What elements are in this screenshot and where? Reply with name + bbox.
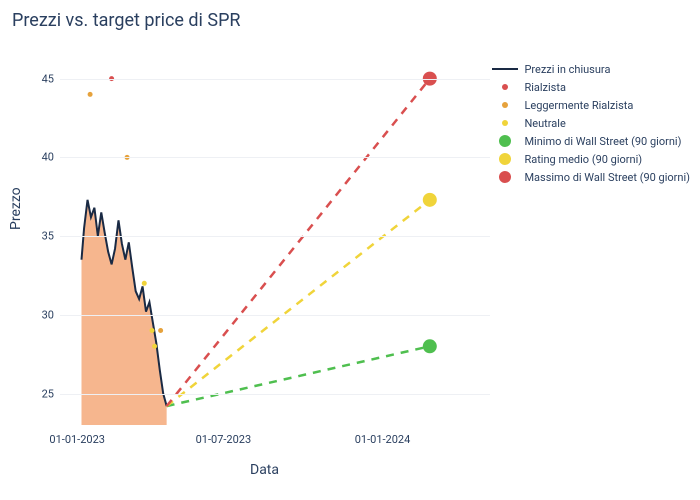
gridline xyxy=(60,157,490,158)
legend-item-max[interactable]: Massimo di Wall Street (90 giorni) xyxy=(492,168,690,186)
legend-item-slight-bull[interactable]: Leggermente Rialzista xyxy=(492,96,690,114)
x-tick-label: 01-01-2023 xyxy=(49,433,105,446)
legend-label: Prezzi in chiusura xyxy=(524,63,610,76)
legend-item-bull[interactable]: Rialzista xyxy=(492,78,690,96)
price-area-fill xyxy=(82,200,167,425)
legend-item-close[interactable]: Prezzi in chiusura xyxy=(492,60,690,78)
analyst-dot[interactable] xyxy=(150,328,155,333)
legend-label: Leggermente Rialzista xyxy=(524,99,633,112)
x-tick-label: 01-07-2023 xyxy=(196,433,252,446)
gridline xyxy=(60,79,490,80)
analyst-dot[interactable] xyxy=(152,344,157,349)
target-dot-min[interactable] xyxy=(423,339,437,353)
x-axis-label: Data xyxy=(250,462,279,478)
legend-item-avg[interactable]: Rating medio (90 giorni) xyxy=(492,150,690,168)
legend-swatch-dot xyxy=(492,171,518,183)
legend-label: Rialzista xyxy=(524,81,566,94)
y-axis-label: Prezzo xyxy=(8,187,24,230)
y-tick-label: 40 xyxy=(42,151,54,164)
legend-swatch-dot xyxy=(492,84,518,90)
legend-swatch-dot xyxy=(492,120,518,126)
legend-label: Minimo di Wall Street (90 giorni) xyxy=(524,135,681,148)
y-tick-label: 45 xyxy=(42,72,54,85)
target-line-max xyxy=(167,79,430,406)
legend-label: Massimo di Wall Street (90 giorni) xyxy=(524,171,690,184)
legend-swatch-dot xyxy=(492,153,518,165)
analyst-dot[interactable] xyxy=(88,92,93,97)
target-dot-avg[interactable] xyxy=(423,193,437,207)
y-tick-label: 30 xyxy=(42,308,54,321)
gridline xyxy=(60,394,490,395)
legend: Prezzi in chiusura Rialzista Leggermente… xyxy=(492,60,690,186)
legend-swatch-line xyxy=(492,68,518,70)
legend-item-min[interactable]: Minimo di Wall Street (90 giorni) xyxy=(492,132,690,150)
analyst-dot[interactable] xyxy=(158,328,163,333)
legend-item-neutral[interactable]: Neutrale xyxy=(492,114,690,132)
legend-swatch-dot xyxy=(492,135,518,147)
legend-label: Rating medio (90 giorni) xyxy=(524,153,642,166)
gridline xyxy=(60,236,490,237)
analyst-dot[interactable] xyxy=(142,281,147,286)
x-tick-label: 01-01-2024 xyxy=(355,433,411,446)
chart-svg xyxy=(60,55,490,425)
legend-swatch-dot xyxy=(492,102,518,108)
y-tick-label: 35 xyxy=(42,230,54,243)
plot-area: 253035404501-01-202301-07-202301-01-2024 xyxy=(60,55,490,425)
chart-title: Prezzi vs. target price di SPR xyxy=(12,10,241,31)
chart-container: Prezzi vs. target price di SPR Prezzo Da… xyxy=(0,0,700,500)
legend-label: Neutrale xyxy=(524,117,565,130)
y-tick-label: 25 xyxy=(42,387,54,400)
gridline xyxy=(60,315,490,316)
